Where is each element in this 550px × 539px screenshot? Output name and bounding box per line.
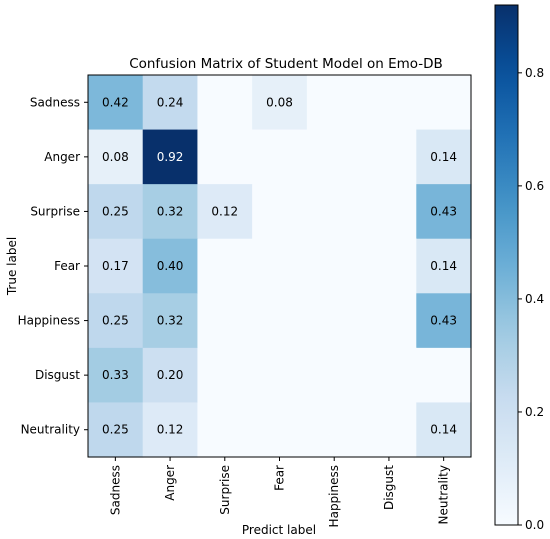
cell-value-label: 0.24	[157, 95, 184, 109]
heatmap-cell	[361, 402, 417, 458]
heatmap-cell	[416, 402, 472, 458]
cell-value-label: 0.40	[157, 259, 184, 273]
heatmap-cell	[142, 402, 199, 458]
heatmap-cell	[306, 129, 363, 185]
heatmap-cell	[142, 238, 199, 294]
y-tick-label: Fear	[54, 259, 80, 273]
colorbar-ticks: 0.0 0.2 0.4 0.6 0.8	[518, 66, 544, 532]
heatmap-cell	[361, 238, 417, 294]
heatmap-cell	[252, 347, 308, 404]
cell-value-label: 0.32	[157, 314, 184, 328]
heatmap-cell	[361, 75, 417, 131]
x-tick-label: Neutrality	[437, 465, 451, 524]
x-tick-label: Surprise	[218, 465, 232, 515]
colorbar-tick-label: 0.2	[525, 405, 544, 419]
x-tick-label: Happiness	[327, 465, 341, 527]
x-tick-label: Anger	[163, 465, 177, 501]
heatmap-cell	[88, 129, 144, 185]
cell-value-label: 0.43	[430, 314, 457, 328]
y-tick-label: Anger	[44, 150, 80, 164]
cell-value-label: 0.12	[211, 204, 238, 218]
heatmap-cell	[197, 129, 253, 185]
heatmap-cell	[361, 293, 417, 349]
cell-value-label: 0.92	[157, 150, 184, 164]
heatmap-cell	[306, 347, 363, 404]
heatmap-cell	[416, 238, 472, 294]
cell-value-label: 0.43	[430, 204, 457, 218]
heatmap-cell	[252, 129, 308, 185]
x-tick-label: Fear	[273, 465, 287, 491]
heatmap-cell	[416, 129, 472, 185]
heatmap-cell	[88, 347, 144, 404]
y-tick-label: Sadness	[30, 95, 80, 109]
heatmap-cell	[197, 347, 253, 404]
heatmap-cell	[306, 184, 363, 240]
x-axis-ticks: Sadness Anger Surprise Fear Happiness Disgust…	[108, 457, 451, 527]
heatmap-cell-labels: 0.42 0.24 0.08 0.08 0.92 0.14 0.25 0.32 0.12 0.43…	[102, 95, 457, 436]
y-axis-label: True label	[5, 237, 19, 296]
heatmap-cell	[252, 238, 308, 294]
y-tick-label: Disgust	[35, 368, 80, 382]
colorbar	[494, 4, 519, 526]
heatmap-cell	[252, 402, 308, 458]
colorbar-tick-label: 0.0	[525, 518, 544, 532]
heatmap-cell	[197, 293, 253, 349]
y-tick-label: Neutrality	[21, 423, 80, 437]
cell-value-label: 0.32	[157, 204, 184, 218]
y-tick-label: Surprise	[30, 204, 80, 218]
cell-value-label: 0.14	[430, 150, 457, 164]
heatmap-cell	[252, 293, 308, 349]
heatmap-cell	[88, 184, 144, 240]
heatmap-cell	[361, 129, 417, 185]
cell-value-label: 0.14	[430, 423, 457, 437]
x-tick-label: Disgust	[382, 465, 396, 510]
heatmap-cell	[88, 402, 144, 458]
cell-value-label: 0.42	[102, 95, 129, 109]
colorbar-tick-label: 0.8	[525, 66, 544, 80]
heatmap-cell	[252, 184, 308, 240]
heatmap-cell	[306, 293, 363, 349]
heatmap-cell	[197, 402, 253, 458]
cell-value-label: 0.25	[102, 204, 129, 218]
cell-value-label: 0.20	[157, 368, 184, 382]
colorbar-tick-label: 0.4	[525, 292, 544, 306]
cell-value-label: 0.33	[102, 368, 129, 382]
heatmap-cell	[306, 238, 363, 294]
y-tick-label: Happiness	[18, 314, 80, 328]
heatmap-cell	[142, 75, 199, 131]
heatmap-cell	[252, 75, 308, 131]
heatmap-cell	[306, 75, 363, 131]
heatmap-cell	[142, 347, 199, 404]
heatmap-cell	[197, 184, 253, 240]
x-axis-label: Predict label	[242, 523, 316, 537]
y-axis-ticks: Sadness Anger Surprise Fear Happiness Disgust…	[18, 95, 88, 437]
heatmap-cell	[416, 75, 472, 131]
heatmap-cell	[197, 238, 253, 294]
heatmap-cell	[416, 184, 472, 240]
heatmap-cell	[142, 293, 199, 349]
heatmap-cell	[88, 238, 144, 294]
cell-value-label: 0.08	[266, 95, 293, 109]
heatmap-cell	[88, 75, 144, 131]
x-tick-label: Sadness	[108, 465, 122, 515]
heatmap-cell	[142, 184, 199, 240]
cell-value-label: 0.14	[430, 259, 457, 273]
colorbar-tick-label: 0.6	[525, 179, 544, 193]
heatmap-cell	[88, 293, 144, 349]
cell-value-label: 0.25	[102, 423, 129, 437]
heatmap-cell	[306, 402, 363, 458]
heatmap-cell	[197, 75, 253, 131]
cell-value-label: 0.08	[102, 150, 129, 164]
heatmap-cell	[416, 347, 472, 404]
heatmap-cell	[142, 129, 199, 185]
cell-value-label: 0.17	[102, 259, 129, 273]
heatmap-cell	[361, 347, 417, 404]
cell-value-label: 0.25	[102, 314, 129, 328]
heatmap-cell	[416, 293, 472, 349]
heatmap-cell	[361, 184, 417, 240]
chart-title: Confusion Matrix of Student Model on Emo…	[129, 56, 443, 72]
heatmap-cells	[88, 75, 472, 458]
cell-value-label: 0.12	[157, 423, 184, 437]
